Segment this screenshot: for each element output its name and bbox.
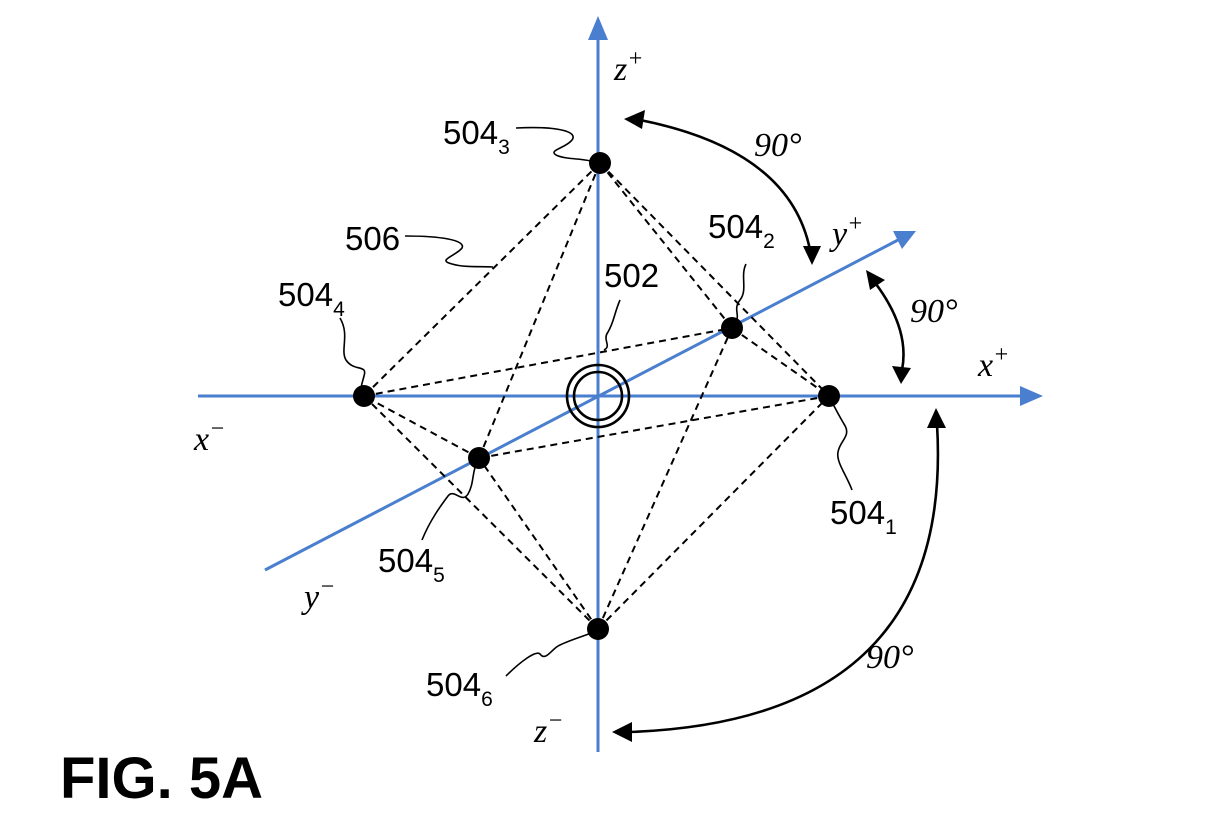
z-axis-arrowhead bbox=[588, 16, 608, 40]
vertex-504-5 bbox=[468, 447, 490, 469]
arc-z-to-y bbox=[639, 118, 812, 251]
ref-506: 506 bbox=[345, 220, 400, 257]
angle-label-x-to-zminus: 90° bbox=[866, 639, 914, 676]
arc-x-to-zminus-head-bottom bbox=[612, 722, 632, 742]
ref-504-3: 5043 bbox=[443, 114, 510, 159]
arc-x-to-zminus-head-top bbox=[927, 408, 946, 428]
leader-502 bbox=[603, 299, 621, 351]
angle-label-z-to-y: 90° bbox=[754, 127, 802, 164]
vertex-504-3 bbox=[589, 152, 611, 174]
y-axis bbox=[264, 238, 899, 572]
ref-504-1: 5041 bbox=[830, 494, 897, 539]
y-plus-label: y+ bbox=[829, 211, 863, 253]
leader-506 bbox=[404, 235, 494, 268]
arc-y-to-x bbox=[874, 283, 905, 371]
arc-z-to-y-head-bottom bbox=[803, 246, 821, 265]
ref-504-2: 5042 bbox=[708, 208, 775, 253]
leader-504-6 bbox=[505, 631, 595, 677]
angle-label-y-to-x: 90° bbox=[910, 293, 958, 330]
arc-z-to-y-head-top bbox=[624, 110, 645, 129]
arc-y-to-x-head-bottom bbox=[892, 366, 911, 384]
figure-title: FIG. 5A bbox=[60, 746, 263, 811]
center-target-icon bbox=[565, 363, 631, 429]
angle-arcs bbox=[612, 110, 946, 742]
leader-lines bbox=[339, 126, 853, 677]
leader-504-5 bbox=[421, 461, 478, 541]
y-axis-arrowhead bbox=[893, 231, 916, 249]
axis-labels: z+ y+ x+ x− y− z− bbox=[193, 46, 1009, 750]
vertices bbox=[353, 152, 840, 640]
reference-numerals: 5043 506 5042 502 5044 5041 5045 5046 bbox=[278, 114, 897, 711]
arc-x-to-zminus bbox=[629, 423, 940, 734]
x-plus-label: x+ bbox=[977, 342, 1009, 384]
ref-504-4: 5044 bbox=[278, 276, 345, 321]
leader-504-4 bbox=[339, 317, 366, 393]
z-minus-label: z− bbox=[533, 708, 563, 750]
ref-504-5: 5045 bbox=[378, 542, 445, 587]
leader-504-1 bbox=[830, 399, 853, 491]
leader-504-3 bbox=[515, 126, 595, 163]
vertex-504-1 bbox=[818, 385, 840, 407]
vertex-504-6 bbox=[587, 618, 609, 640]
x-minus-label: x− bbox=[193, 416, 225, 458]
vertex-504-2 bbox=[721, 317, 743, 339]
arc-y-to-x-head-top bbox=[866, 270, 885, 290]
y-minus-label: y− bbox=[301, 574, 335, 616]
leader-504-2 bbox=[733, 263, 747, 325]
z-plus-label: z+ bbox=[613, 46, 643, 88]
vertex-504-4 bbox=[353, 385, 375, 407]
angle-labels: 90° 90° 90° bbox=[754, 127, 958, 676]
ref-504-6: 5046 bbox=[426, 666, 493, 711]
octahedron-edges bbox=[363, 162, 830, 630]
axes bbox=[198, 16, 1043, 752]
x-axis-arrowhead bbox=[1020, 386, 1043, 406]
ref-502: 502 bbox=[604, 257, 659, 294]
